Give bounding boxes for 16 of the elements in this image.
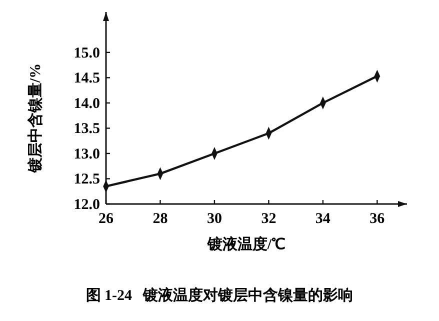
y-tick-label: 14.0 bbox=[74, 96, 100, 112]
y-tick-label: 13.5 bbox=[74, 121, 100, 138]
x-tick-label: 30 bbox=[206, 211, 222, 227]
y-tick-label: 14.5 bbox=[74, 70, 100, 87]
x-tick-label: 26 bbox=[98, 211, 114, 227]
y-tick-label: 12.0 bbox=[74, 197, 100, 213]
y-tick-label: 15.0 bbox=[74, 45, 100, 62]
x-axis-title: 镀液温度/℃ bbox=[206, 235, 286, 253]
caption: 图 1-24 镀液温度对镀层中含镍量的影响 bbox=[86, 286, 354, 304]
y-tick-label: 12.5 bbox=[74, 172, 100, 188]
x-tick-label: 34 bbox=[315, 211, 331, 227]
y-tick-label: 13.0 bbox=[74, 146, 100, 162]
x-tick-label: 28 bbox=[152, 211, 168, 227]
x-tick-label: 32 bbox=[261, 211, 276, 227]
y-axis-title: 镀层中含镍量/% bbox=[27, 63, 44, 174]
x-tick-label: 36 bbox=[370, 211, 386, 227]
